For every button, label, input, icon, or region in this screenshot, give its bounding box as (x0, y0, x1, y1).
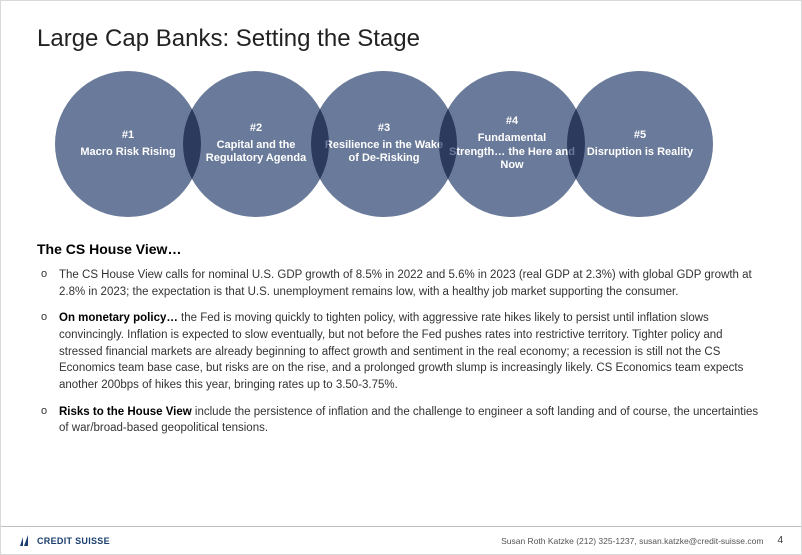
brand-logo: CREDIT SUISSE (19, 535, 110, 547)
theme-circle-1: #1 Macro Risk Rising (55, 71, 201, 217)
slide-footer: CREDIT SUISSE Susan Roth Katzke (212) 32… (1, 526, 801, 554)
circle-number: #4 (506, 115, 518, 129)
bullet-text: The CS House View calls for nominal U.S.… (59, 269, 752, 298)
bullet-item: Risks to the House View include the pers… (37, 404, 765, 437)
theme-circle-2: #2 Capital and the Regulatory Agenda (183, 71, 329, 217)
bullet-lead-bold: Risks to the House View (59, 406, 192, 418)
circle-label: Resilience in the Wake of De-Risking (321, 139, 447, 167)
theme-circle-4: #4 Fundamental Strength… the Here and Now (439, 71, 585, 217)
circle-label: Macro Risk Rising (80, 146, 175, 160)
circles-diagram: #1 Macro Risk Rising #2 Capital and the Reg… (37, 71, 765, 221)
section-subhead: The CS House View… (37, 241, 765, 257)
bullet-list: The CS House View calls for nominal U.S.… (37, 267, 765, 437)
circle-label: Fundamental Strength… the Here and Now (449, 132, 575, 173)
brand-text: CREDIT SUISSE (37, 536, 110, 546)
bullet-item: The CS House View calls for nominal U.S.… (37, 267, 765, 300)
circle-label: Capital and the Regulatory Agenda (193, 139, 319, 167)
circle-number: #5 (634, 129, 646, 143)
slide-page: Large Cap Banks: Setting the Stage #1 Mac… (0, 0, 802, 555)
page-title: Large Cap Banks: Setting the Stage (37, 25, 765, 53)
theme-circle-3: #3 Resilience in the Wake of De-Risking (311, 71, 457, 217)
circle-label: Disruption is Reality (587, 146, 693, 160)
bullet-lead-bold: On monetary policy… (59, 312, 178, 324)
circle-number: #2 (250, 122, 262, 136)
sails-icon (19, 535, 33, 547)
page-number: 4 (777, 535, 783, 546)
footer-contact: Susan Roth Katzke (212) 325-1237, susan.… (501, 536, 763, 546)
bullet-item: On monetary policy… the Fed is moving qu… (37, 310, 765, 393)
theme-circle-5: #5 Disruption is Reality (567, 71, 713, 217)
footer-right: Susan Roth Katzke (212) 325-1237, susan.… (501, 535, 783, 546)
circle-number: #1 (122, 129, 134, 143)
circle-number: #3 (378, 122, 390, 136)
